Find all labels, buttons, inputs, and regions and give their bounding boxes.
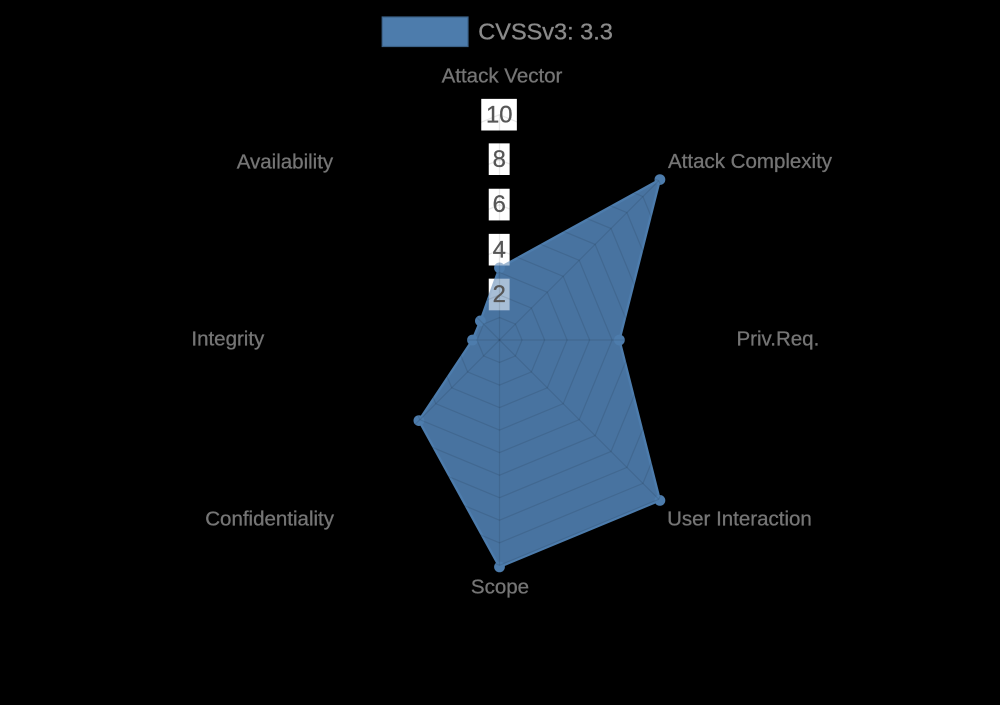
svg-text:2: 2	[493, 281, 506, 308]
svg-text:Confidentiality: Confidentiality	[205, 508, 335, 531]
svg-text:Scope: Scope	[471, 576, 529, 599]
svg-text:10: 10	[486, 101, 512, 128]
svg-text:Priv.Req.: Priv.Req.	[737, 328, 820, 351]
svg-text:Attack Complexity: Attack Complexity	[668, 150, 833, 173]
svg-text:4: 4	[493, 236, 506, 263]
svg-text:User Interaction: User Interaction	[667, 508, 812, 531]
svg-text:Attack Vector: Attack Vector	[442, 65, 563, 88]
svg-text:8: 8	[493, 146, 506, 173]
svg-text:Availability: Availability	[237, 150, 334, 173]
svg-text:6: 6	[493, 191, 506, 218]
svg-text:CVSSv3: 3.3: CVSSv3: 3.3	[478, 19, 613, 45]
svg-text:Integrity: Integrity	[191, 328, 265, 351]
